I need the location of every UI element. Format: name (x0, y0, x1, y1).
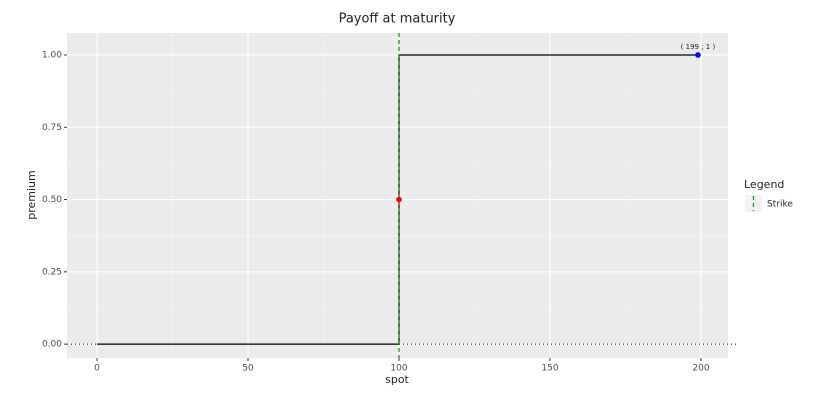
y-tick-label: 0.75 (42, 123, 62, 133)
x-tick-label: 150 (541, 364, 558, 374)
chart-title: Payoff at maturity (339, 12, 456, 27)
legend-label: Strike (767, 200, 793, 210)
x-tick-label: 100 (390, 364, 407, 374)
y-tick-label: 1.00 (42, 50, 62, 60)
x-tick-label: 0 (94, 364, 100, 374)
panel (67, 33, 728, 358)
point (695, 52, 701, 58)
y-tick-label: 0.50 (42, 195, 62, 205)
x-tick-label: 200 (692, 364, 709, 374)
point (396, 196, 402, 203)
x-tick-label: 50 (242, 364, 254, 374)
y-tick-label: 0.25 (42, 267, 62, 277)
point-label: ( 199 ; 1 ) (681, 43, 716, 51)
legend-title: Legend (744, 178, 784, 191)
y-tick-label: 0.00 (42, 340, 62, 350)
x-axis-label: spot (385, 373, 409, 386)
y-axis-label: premium (25, 170, 38, 220)
